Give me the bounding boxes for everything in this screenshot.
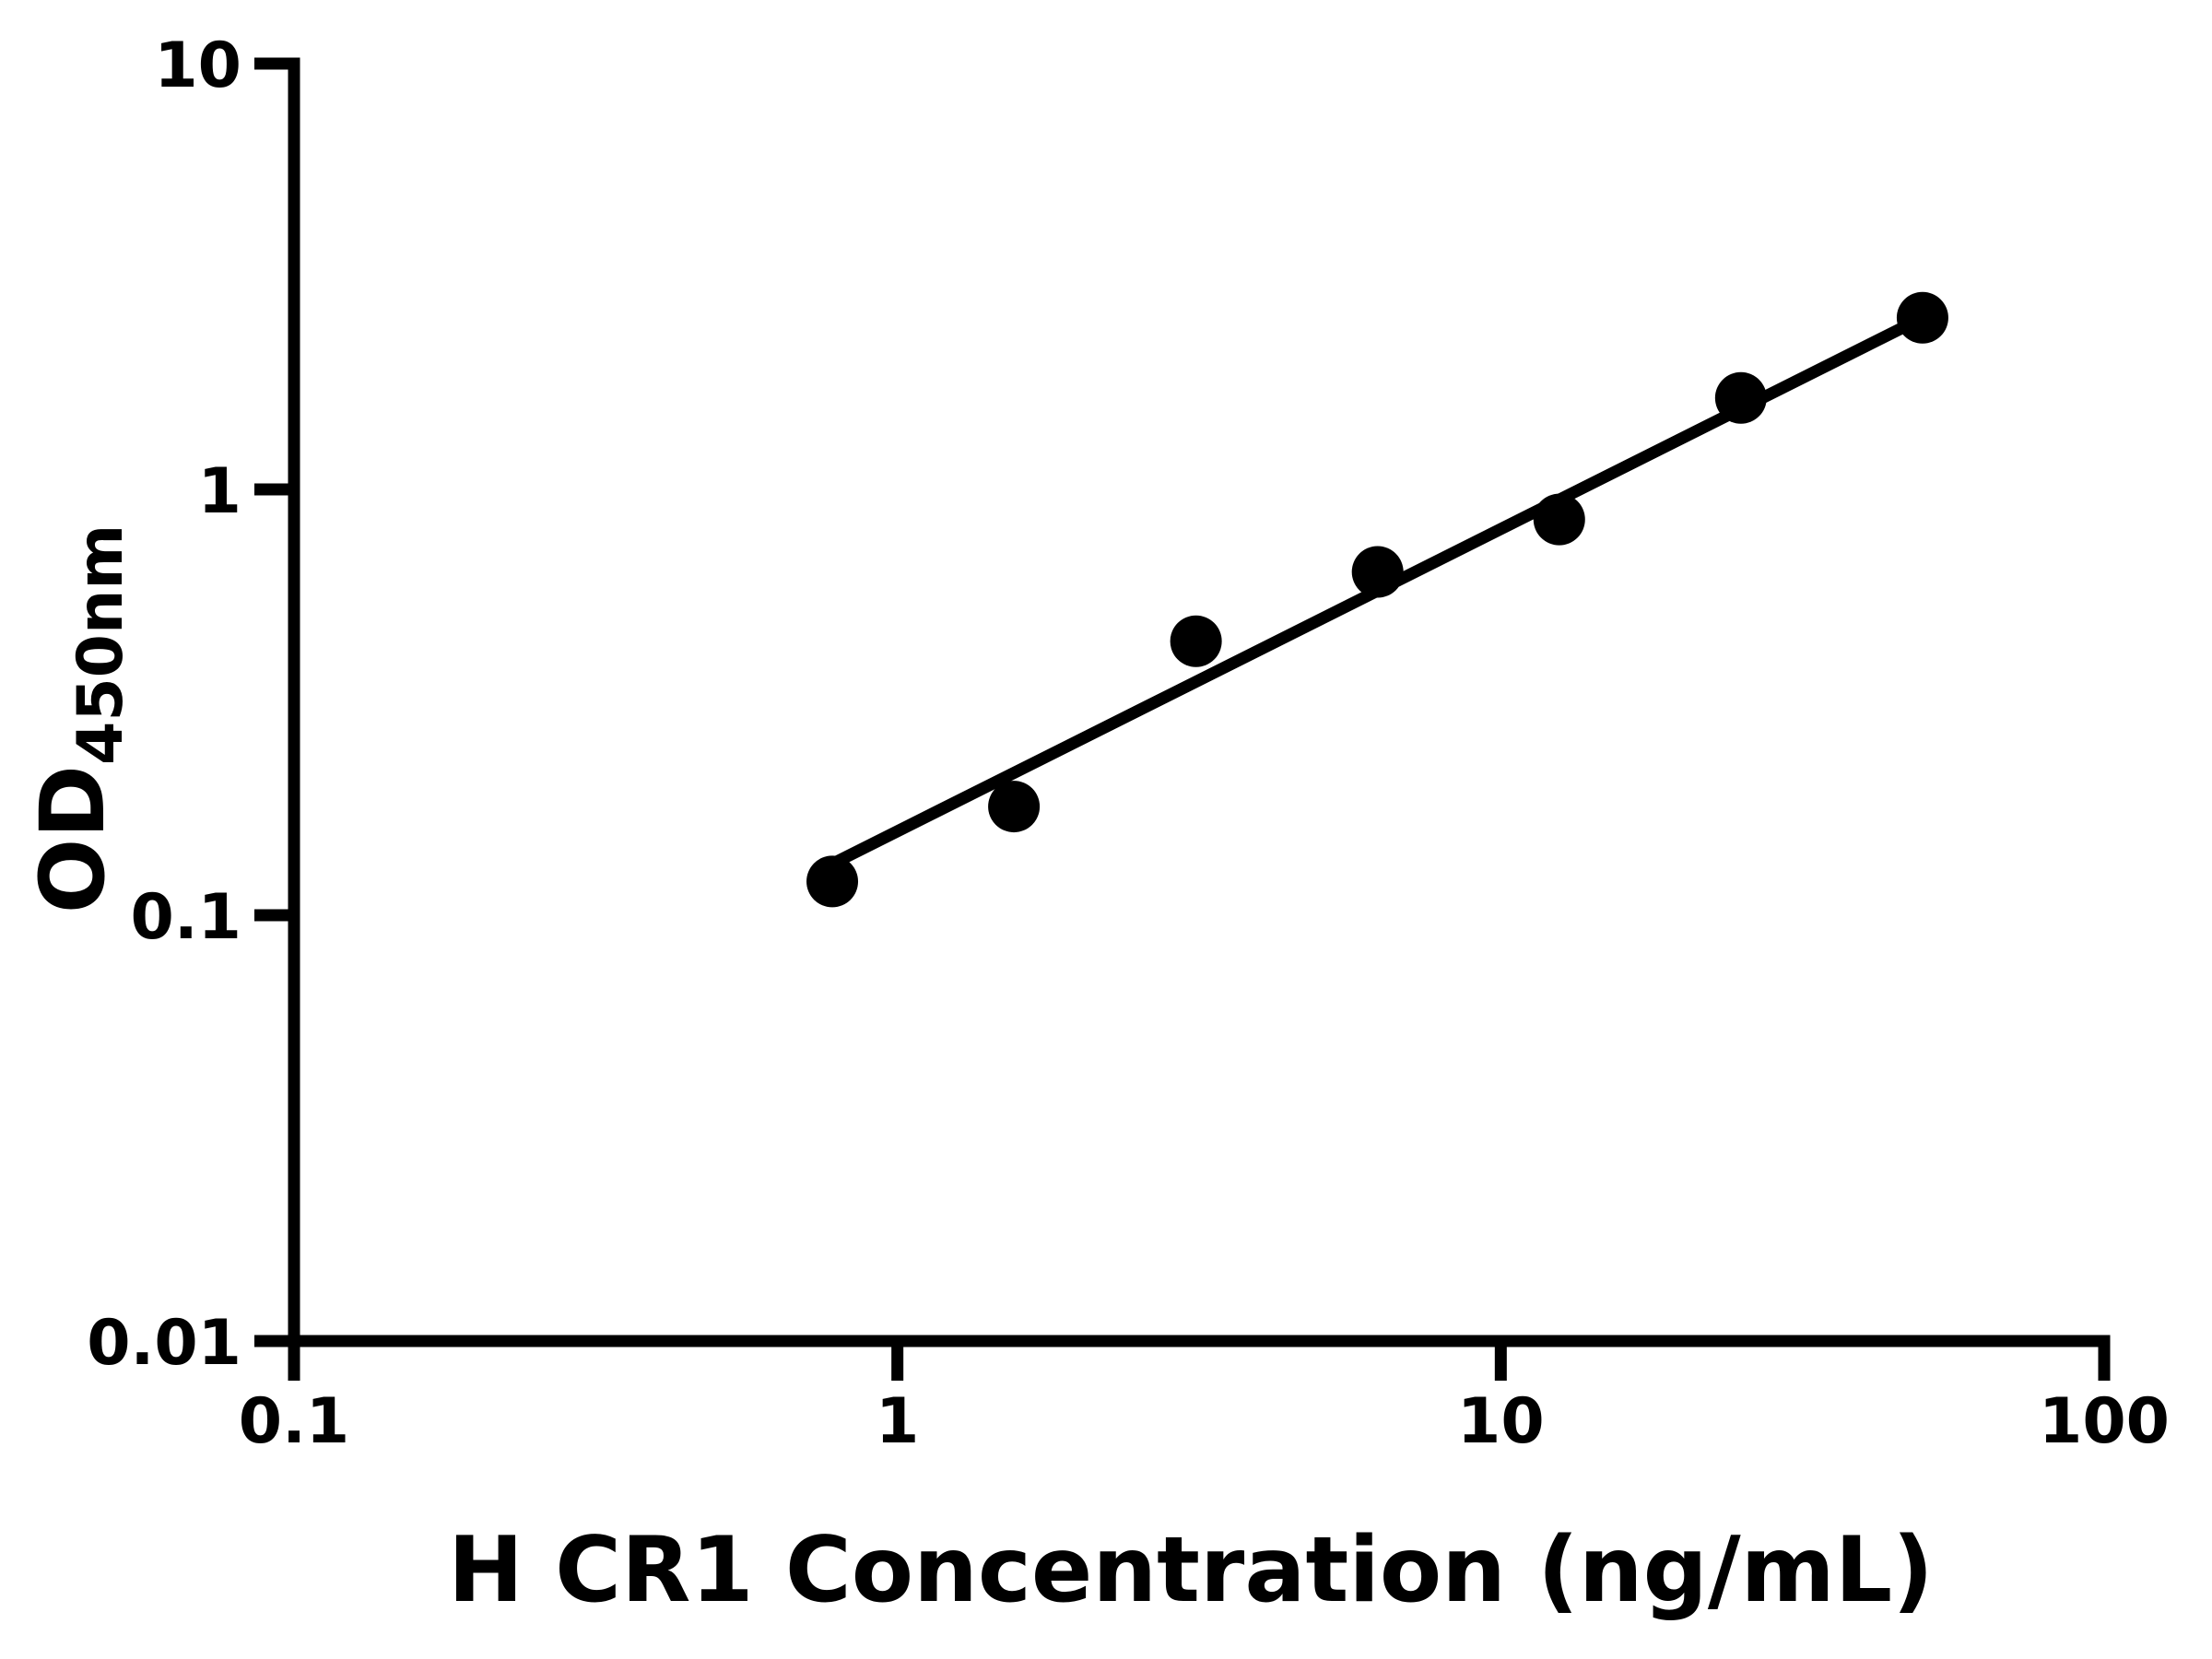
x-axis-tick-label: 10 [1457,1385,1545,1458]
data-point [1351,546,1404,598]
x-axis-title: H CR1 Concentration (ng/mL) [448,1518,1934,1623]
y-axis-tick-label: 1 [198,455,241,528]
data-point [1896,291,1948,344]
data-point [1533,493,1585,546]
y-axis-title-subscript: 450nm [65,524,137,765]
y-axis-tick-label: 10 [154,29,241,102]
y-axis-tick-label: 0.1 [131,881,241,954]
x-axis-tick-label: 1 [876,1385,919,1458]
y-axis-title: OD450nm [21,524,137,914]
data-point [988,781,1041,833]
data-point [1170,615,1222,667]
x-axis-tick-label: 100 [2039,1385,2170,1458]
y-axis-title-main: OD [21,765,124,913]
y-axis-tick-label: 0.01 [87,1307,241,1380]
axis-spines [288,57,2111,1347]
data-point [1714,371,1767,424]
data-point [806,855,859,908]
x-axis-tick-label: 0.1 [239,1385,349,1458]
